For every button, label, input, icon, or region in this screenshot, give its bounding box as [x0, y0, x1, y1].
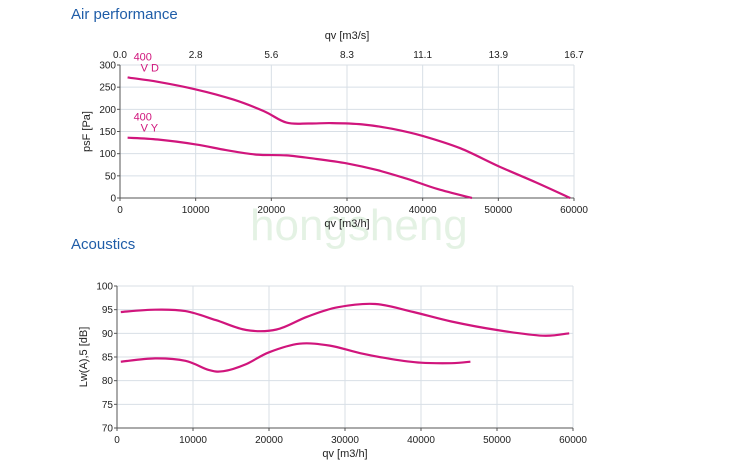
y-tick-label: 200: [99, 105, 116, 116]
y-tick-label: 150: [99, 127, 116, 138]
y-tick-label: 300: [99, 61, 116, 72]
x-tick-label: 50000: [484, 205, 512, 216]
y-tick-label: 80: [102, 376, 114, 387]
series-label: 400: [134, 112, 152, 124]
x-axis-label: qv [m3/h]: [324, 218, 369, 230]
x-tick-label: 30000: [331, 435, 359, 446]
y-axis-label: psF [Pa]: [81, 111, 93, 152]
y-tick-label: 250: [99, 83, 116, 94]
x-tick-label: 40000: [409, 205, 437, 216]
x-tick-label: 0: [117, 205, 123, 216]
x2-tick-label: 0.0: [113, 50, 127, 61]
series-line-2: [120, 342, 471, 373]
y-tick-label: 70: [102, 424, 114, 435]
x-tick-label: 60000: [560, 205, 588, 216]
x2-tick-label: 8.3: [340, 50, 354, 61]
x2-tick-label: 13.9: [489, 50, 509, 61]
x-tick-label: 40000: [407, 435, 435, 446]
x-tick-label: 10000: [182, 205, 210, 216]
air-performance-chart: 0 10000 20000 30000 40000 50000 60000 0 50 100 150…: [81, 30, 588, 230]
x-tick-label: 50000: [483, 435, 511, 446]
series-line-2: [127, 136, 473, 200]
y-tick-label: 100: [96, 282, 113, 293]
x2-tick-label: 2.8: [189, 50, 203, 61]
y-tick-label: 90: [102, 329, 114, 340]
y-tick-label: 50: [105, 171, 117, 182]
x-axis-label: qv [m3/h]: [322, 448, 367, 460]
series-label: 400: [134, 51, 152, 63]
x-tick-label: 10000: [179, 435, 207, 446]
x2-tick-label: 5.6: [264, 50, 278, 61]
x-tick-label: 20000: [255, 435, 283, 446]
acoustics-title: Acoustics: [71, 236, 136, 253]
x2-tick-label: 11.1: [413, 50, 432, 61]
x-tick-label: 20000: [257, 205, 285, 216]
air-performance-title: Air performance: [71, 6, 178, 23]
x2-tick-label: 16.7: [564, 50, 584, 61]
x-tick-label: 60000: [559, 435, 587, 446]
series-line-1: [120, 302, 570, 337]
x-tick-label: 0: [114, 435, 120, 446]
y-tick-label: 85: [102, 353, 114, 364]
y-tick-label: 95: [102, 305, 114, 316]
acoustics-chart: 0 10000 20000 30000 40000 50000 60000 70 75 80 85 9…: [78, 282, 587, 461]
y-tick-label: 0: [110, 194, 116, 205]
series-line-1: [127, 76, 571, 200]
x2-axis-label: qv [m3/s]: [325, 30, 370, 42]
y-axis-label: Lw(A),5 [dB]: [78, 327, 90, 388]
x-tick-label: 30000: [333, 205, 361, 216]
y-tick-label: 75: [102, 400, 114, 411]
series-label: V Y: [141, 123, 159, 135]
y-tick-label: 100: [99, 149, 116, 160]
watermark-text: hongsheng: [250, 201, 468, 250]
series-label: V D: [141, 62, 159, 74]
